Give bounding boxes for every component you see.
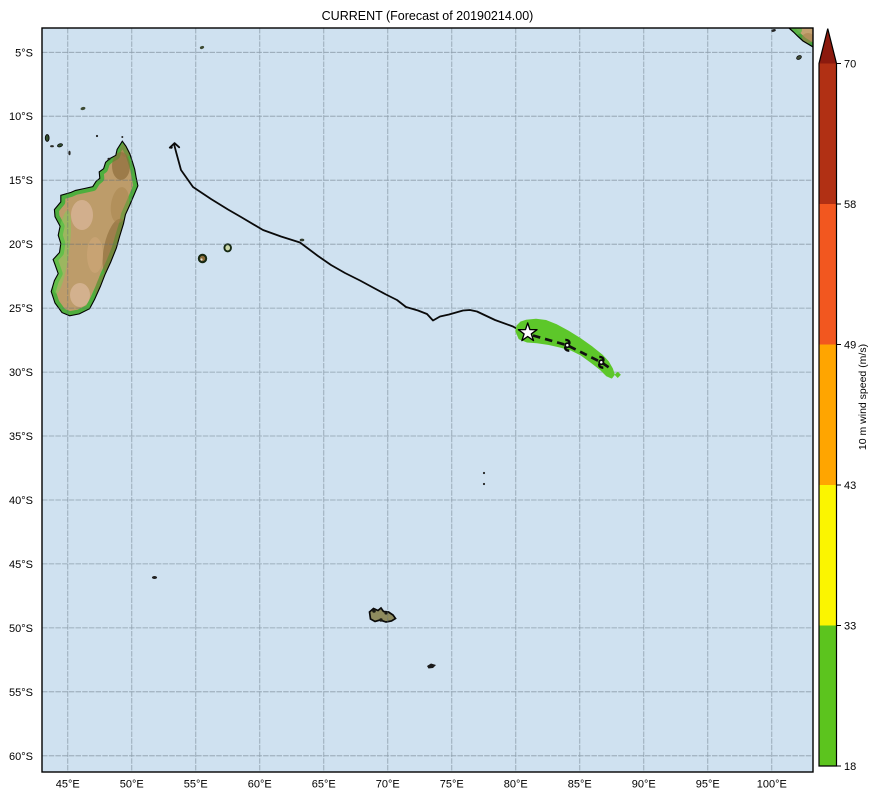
svg-text:50°S: 50°S [9,623,33,635]
svg-text:10°S: 10°S [9,111,33,123]
svg-text:5°S: 5°S [15,47,33,59]
svg-text:25°S: 25°S [9,303,33,315]
svg-text:70°E: 70°E [376,779,400,791]
svg-text:45°E: 45°E [56,779,80,791]
svg-text:10 m wind speed (m/s): 10 m wind speed (m/s) [857,344,869,450]
svg-text:CURRENT (Forecast of 20190214.: CURRENT (Forecast of 20190214.00) [322,9,534,23]
svg-text:70: 70 [844,59,856,71]
svg-text:95°E: 95°E [696,779,720,791]
svg-text:35°S: 35°S [9,431,33,443]
svg-text:55°S: 55°S [9,687,33,699]
svg-text:45°S: 45°S [9,559,33,571]
svg-text:60°E: 60°E [248,779,272,791]
svg-text:90°E: 90°E [632,779,656,791]
svg-text:60°S: 60°S [9,751,33,763]
svg-text:55°E: 55°E [184,779,208,791]
svg-text:20°S: 20°S [9,239,33,251]
svg-text:33: 33 [844,621,856,633]
svg-text:58: 58 [844,199,856,211]
svg-text:80°E: 80°E [504,779,528,791]
svg-text:15°S: 15°S [9,175,33,187]
svg-text:43: 43 [844,480,856,492]
svg-text:18: 18 [844,761,856,773]
svg-text:100°E: 100°E [757,779,787,791]
svg-text:75°E: 75°E [440,779,464,791]
svg-text:40°S: 40°S [9,495,33,507]
svg-text:85°E: 85°E [568,779,592,791]
svg-text:30°S: 30°S [9,367,33,379]
svg-text:65°E: 65°E [312,779,336,791]
svg-text:49: 49 [844,340,856,352]
svg-text:50°E: 50°E [120,779,144,791]
